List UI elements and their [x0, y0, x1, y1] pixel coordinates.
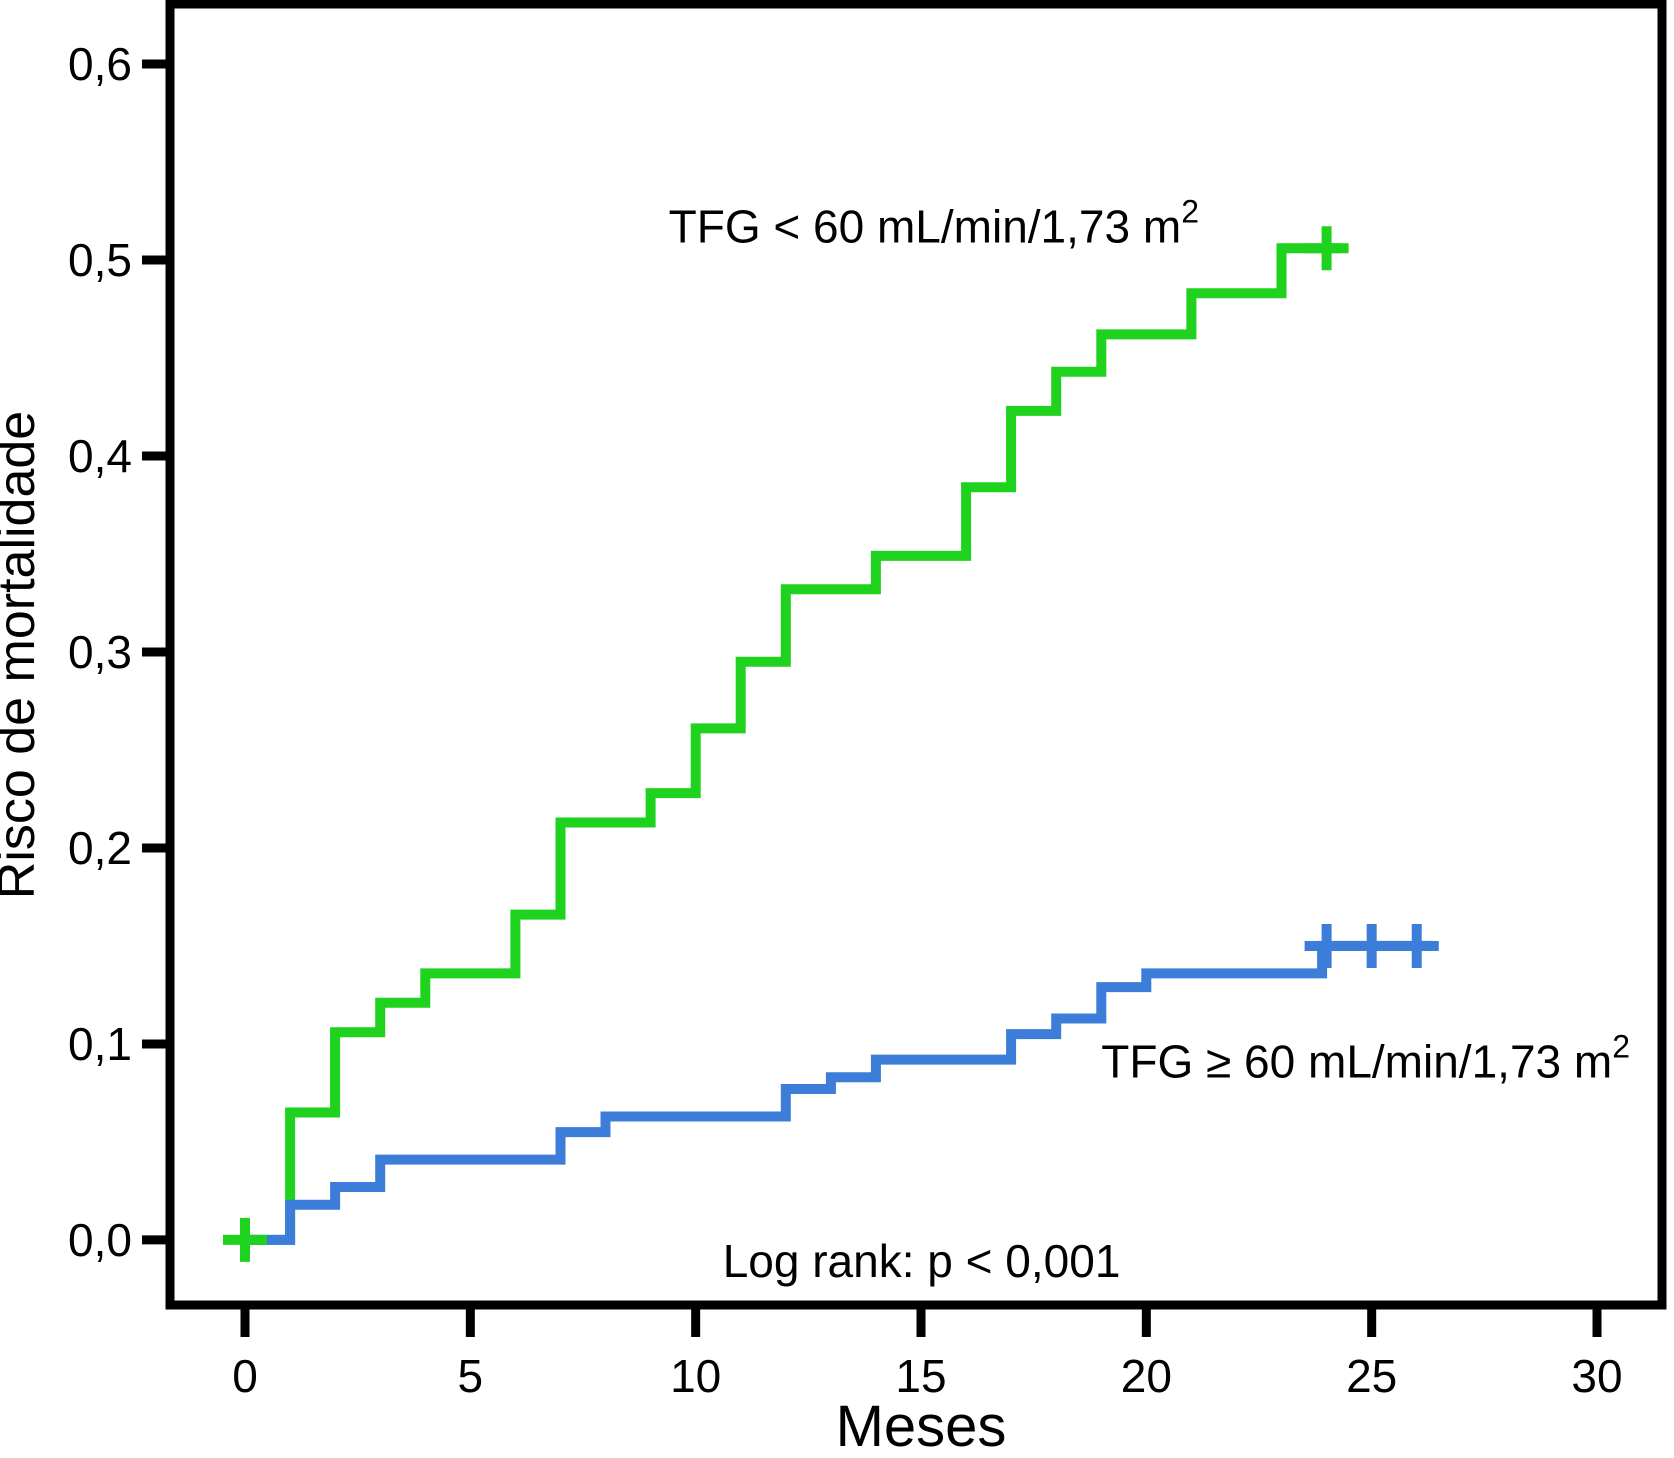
y-tick-label: 0,4 [68, 430, 132, 482]
series-1-label-text: TFG ≥ 60 mL/min/1,73 m [1101, 1035, 1612, 1087]
y-tick-label: 0,1 [68, 1018, 132, 1070]
log-rank-annotation: Log rank: p < 0,001 [723, 1235, 1121, 1287]
x-tick-label: 10 [670, 1350, 721, 1402]
series-0-label-superscript: 2 [1181, 193, 1199, 229]
x-tick-label: 25 [1346, 1350, 1397, 1402]
y-tick-label: 0,3 [68, 626, 132, 678]
y-tick-label: 0,2 [68, 822, 132, 874]
x-tick-label: 0 [232, 1350, 258, 1402]
y-tick-label: 0,6 [68, 38, 132, 90]
series-0-label: TFG < 60 mL/min/1,73 m2 [669, 193, 1199, 252]
x-tick-label: 20 [1121, 1350, 1172, 1402]
series-0-censor-mark [1304, 226, 1349, 271]
y-tick-label: 0,5 [68, 234, 132, 286]
x-tick-label: 30 [1571, 1350, 1622, 1402]
series-1-curve [245, 940, 1433, 1245]
series-1-label: TFG ≥ 60 mL/min/1,73 m2 [1101, 1028, 1630, 1087]
x-tick-label: 5 [458, 1350, 484, 1402]
x-axis-title: Meses [836, 1394, 1007, 1458]
series-0-censor-mark [222, 1217, 267, 1262]
x-tick-label: 15 [895, 1350, 946, 1402]
series-0-curve [245, 243, 1341, 1245]
series-1-label-superscript: 2 [1612, 1028, 1630, 1064]
series-1-censor-mark [1349, 923, 1394, 968]
plot-frame [165, 0, 1667, 1310]
series-1-censor-mark [1304, 923, 1349, 968]
series-1-censor-mark [1394, 923, 1439, 968]
y-axis-title: Risco de mortalidade [0, 411, 46, 899]
series-0-label-text: TFG < 60 mL/min/1,73 m [669, 200, 1182, 252]
y-tick-label: 0,0 [68, 1214, 132, 1266]
